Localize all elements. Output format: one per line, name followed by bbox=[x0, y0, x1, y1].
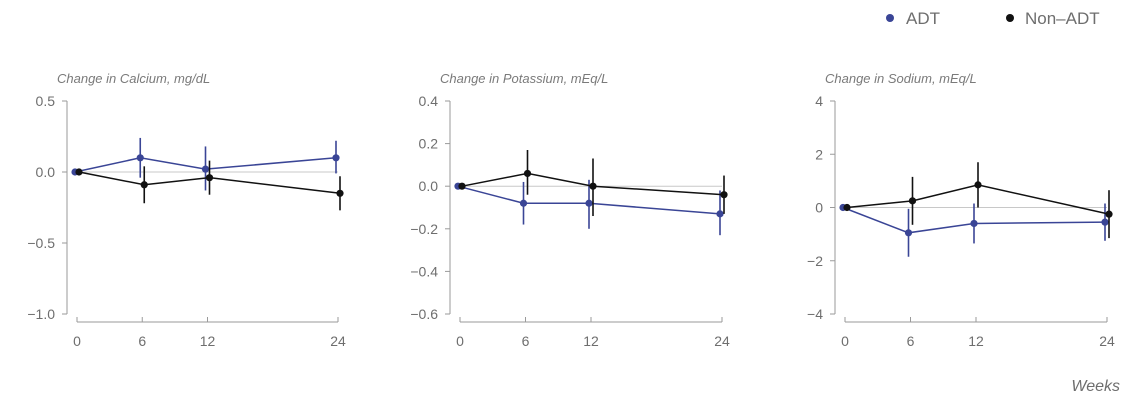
y-tick-label: 0.0 bbox=[419, 178, 439, 194]
series-line bbox=[846, 184, 1110, 215]
x-axis-label: Weeks bbox=[1071, 378, 1120, 395]
y-tick-label: −4 bbox=[807, 306, 823, 322]
series-line bbox=[74, 157, 337, 173]
data-point bbox=[458, 182, 466, 190]
series-non-adt bbox=[843, 162, 1113, 239]
y-tick-label: −0.6 bbox=[410, 306, 438, 322]
x-tick-label: 0 bbox=[456, 333, 464, 349]
panel-title: Change in Potassium, mEq/L bbox=[440, 71, 608, 86]
series-non-adt bbox=[458, 149, 728, 217]
x-tick-label: 12 bbox=[583, 333, 599, 349]
series-non-adt bbox=[75, 160, 344, 211]
x-tick-label: 24 bbox=[1099, 333, 1115, 349]
series-adt bbox=[839, 203, 1109, 257]
series-adt bbox=[454, 179, 724, 236]
data-point bbox=[974, 181, 982, 189]
data-point bbox=[1101, 218, 1109, 226]
data-point bbox=[136, 154, 144, 162]
x-tick-label: 24 bbox=[330, 333, 346, 349]
data-point bbox=[720, 191, 728, 199]
data-point bbox=[908, 197, 917, 205]
panel-title: Change in Sodium, mEq/L bbox=[825, 71, 977, 86]
panel-title: Change in Calcium, mg/dL bbox=[57, 71, 210, 86]
chart-panel: Change in Potassium, mEq/L0.4 0.2 0.0 −0.2 −… bbox=[410, 71, 730, 349]
data-point bbox=[523, 169, 532, 178]
y-tick-label: −0.2 bbox=[410, 221, 438, 237]
x-tick-label: 0 bbox=[73, 333, 81, 349]
x-tick-label: 6 bbox=[907, 333, 915, 349]
data-point bbox=[519, 199, 528, 207]
data-point bbox=[332, 154, 340, 162]
legend-marker-non-adt bbox=[1006, 14, 1014, 22]
series-line bbox=[461, 172, 725, 196]
series-line bbox=[842, 206, 1106, 234]
y-tick-label: −0.4 bbox=[410, 263, 438, 279]
legend: ADT Non–ADT bbox=[886, 9, 1100, 28]
data-point bbox=[201, 165, 210, 173]
series-line bbox=[78, 171, 341, 195]
x-tick-label: 24 bbox=[714, 333, 730, 349]
x-tick-label: 12 bbox=[200, 333, 216, 349]
data-point bbox=[716, 210, 724, 218]
data-point bbox=[336, 189, 344, 197]
legend-label-non-adt: Non–ADT bbox=[1025, 9, 1100, 28]
series-adt bbox=[71, 137, 340, 191]
chart-panel: Change in Calcium, mg/dL0.5 0.0 −0.5 −1.0 0 6… bbox=[27, 71, 346, 349]
y-tick-label: 0.2 bbox=[419, 136, 439, 152]
series-line bbox=[457, 185, 721, 215]
data-point bbox=[140, 181, 148, 189]
data-point bbox=[75, 168, 83, 176]
x-tick-label: 6 bbox=[522, 333, 530, 349]
chart-panel: Change in Sodium, mEq/L4 2 0 −2 −4 0 6 12 24 bbox=[807, 71, 1115, 349]
y-tick-label: 0.0 bbox=[36, 164, 56, 180]
y-tick-label: −2 bbox=[807, 253, 823, 269]
data-point bbox=[589, 182, 597, 190]
data-point bbox=[1105, 210, 1113, 218]
y-tick-label: 2 bbox=[815, 146, 823, 162]
y-tick-label: 4 bbox=[815, 93, 823, 109]
data-point bbox=[205, 174, 214, 182]
data-point bbox=[585, 199, 593, 207]
data-point bbox=[843, 203, 851, 212]
data-point bbox=[970, 219, 978, 228]
y-tick-label: −0.5 bbox=[27, 235, 55, 251]
y-tick-label: 0.4 bbox=[419, 93, 439, 109]
x-tick-label: 12 bbox=[968, 333, 984, 349]
x-tick-label: 0 bbox=[841, 333, 849, 349]
legend-label-adt: ADT bbox=[906, 9, 940, 28]
legend-marker-adt bbox=[886, 14, 894, 22]
y-tick-label: 0 bbox=[815, 200, 823, 216]
x-tick-label: 6 bbox=[138, 333, 146, 349]
data-point bbox=[904, 229, 913, 237]
y-tick-label: −1.0 bbox=[27, 306, 55, 322]
y-tick-label: 0.5 bbox=[36, 93, 56, 109]
panels: Change in Calcium, mg/dL0.5 0.0 −0.5 −1.0 0 6… bbox=[27, 71, 1115, 349]
